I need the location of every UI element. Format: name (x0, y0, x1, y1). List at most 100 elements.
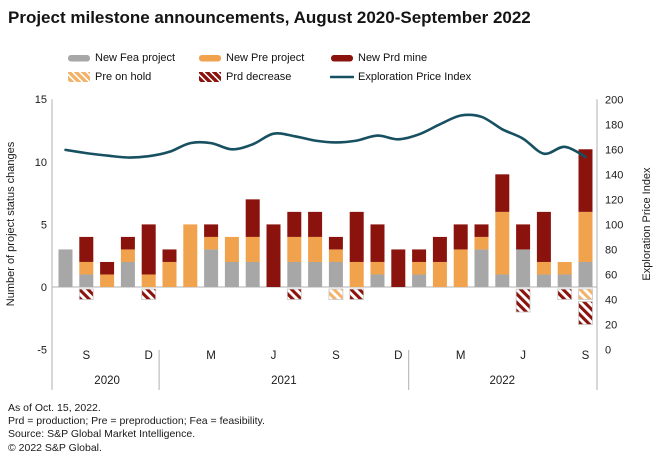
y-tick-right: 160 (605, 144, 623, 156)
bar-segment-negative (141, 288, 157, 300)
bar-segment (578, 261, 593, 287)
y-tick-right: 0 (605, 345, 611, 357)
bar-segment (328, 261, 343, 287)
bar-segment (162, 249, 177, 262)
bar-segment (578, 149, 593, 212)
bar-segment (412, 261, 427, 275)
bar-segment (578, 211, 593, 262)
bar-segment (495, 174, 510, 212)
legend-item: New Prd mine (330, 48, 471, 67)
bar-segment (100, 274, 115, 287)
footnote-asof: As of Oct. 15, 2022. (8, 402, 101, 414)
bar-segment (141, 224, 156, 275)
bar-segment (266, 224, 281, 287)
legend-label: New Prd mine (358, 51, 428, 64)
y-tick-right: 120 (605, 194, 623, 206)
footnote-abbrev: Prd = production; Pre = preproduction; F… (8, 415, 265, 428)
bar-segment (432, 261, 447, 287)
bar-segment (536, 261, 551, 275)
exploration-price-index-line (64, 113, 587, 159)
bar-segment-negative (578, 288, 593, 300)
x-tick-month: J (520, 350, 526, 362)
bar-segment (453, 224, 468, 250)
bar-segment (224, 261, 239, 287)
bar-segment (308, 261, 323, 287)
bar-segment (557, 261, 572, 275)
bar-segment-negative (328, 288, 344, 300)
legend-swatch-hatch (68, 71, 90, 82)
legend-item: Pre on hold (67, 67, 198, 86)
bar-segment (79, 236, 94, 262)
bar-segment (412, 249, 427, 262)
legend-label: Pre on hold (95, 70, 152, 83)
bar-segment (391, 249, 406, 287)
bar-segment (432, 236, 447, 262)
bar-segment (328, 249, 343, 262)
y-tick-right: 20 (605, 320, 617, 332)
bar-segment (245, 199, 260, 237)
bar-segment (141, 274, 156, 287)
bar-segment (245, 236, 260, 262)
bar-segment (120, 249, 135, 262)
bar-segment (370, 261, 385, 275)
y-tick-right: 80 (605, 244, 617, 256)
y-tick-right: 140 (605, 169, 623, 181)
legend-swatch-line (330, 75, 354, 78)
bar-segment (245, 261, 260, 287)
bar-segment-negative (286, 288, 302, 300)
legend-swatch-hatch (199, 71, 221, 82)
bar-segment (516, 224, 531, 250)
bar-segment (204, 224, 219, 237)
legend-item: Prd decrease (198, 67, 330, 86)
x-tick-month: D (145, 350, 153, 362)
legend-swatch-solid (68, 54, 90, 61)
bar-segment (58, 249, 73, 287)
x-tick-month: S (332, 350, 340, 362)
bar-segment (287, 261, 302, 287)
bar-segment (536, 274, 551, 287)
x-label-year: 2021 (271, 375, 297, 387)
bar-segment (370, 224, 385, 262)
bar-segment (308, 211, 323, 237)
bar-segment (120, 236, 135, 250)
bar-segment-negative (578, 301, 593, 325)
y-axis-title-right: Exploration Price Index (641, 167, 653, 281)
bar-segment (453, 249, 468, 287)
bar-segment (162, 261, 177, 287)
legend-item: New Pre project (198, 48, 330, 67)
bar-segment (224, 236, 239, 262)
bar-segment-negative (349, 288, 365, 300)
x-axis: S D M J S D M J S 2020 2021 2022 (82, 350, 590, 390)
bar-segment (349, 261, 364, 287)
y-tick-right: 200 (605, 94, 623, 106)
bar-segment (557, 274, 572, 287)
bar-segment-negative (78, 288, 94, 300)
y-tick-left: 15 (35, 94, 47, 106)
y-tick-right: 60 (605, 269, 617, 281)
y-tick-left: 5 (41, 219, 47, 231)
footnote-copyright: © 2022 S&P Global. (8, 441, 102, 454)
bar-segment (495, 274, 510, 287)
x-label-year: 2020 (94, 375, 120, 387)
bar-segment (349, 211, 364, 262)
bar-segment (287, 236, 302, 262)
y-tick-left: 0 (41, 282, 47, 294)
x-tick-month: M (206, 350, 216, 362)
bar-segment (120, 261, 135, 287)
bar-segment (79, 261, 94, 275)
bar-segment (204, 236, 219, 250)
y-tick-left: -5 (37, 345, 47, 357)
footnote-source: Source: S&P Global Market Intelligence. (8, 428, 196, 441)
x-tick-month: S (82, 350, 90, 362)
y-tick-left: 10 (35, 157, 47, 169)
y-tick-right: 180 (605, 119, 623, 131)
bar-segment (536, 211, 551, 262)
bar-segment (183, 224, 198, 287)
bars-group (58, 149, 593, 325)
bar-segment-negative (515, 288, 531, 313)
bar-segment-negative (557, 288, 573, 300)
legend-label: Prd decrease (226, 70, 292, 83)
